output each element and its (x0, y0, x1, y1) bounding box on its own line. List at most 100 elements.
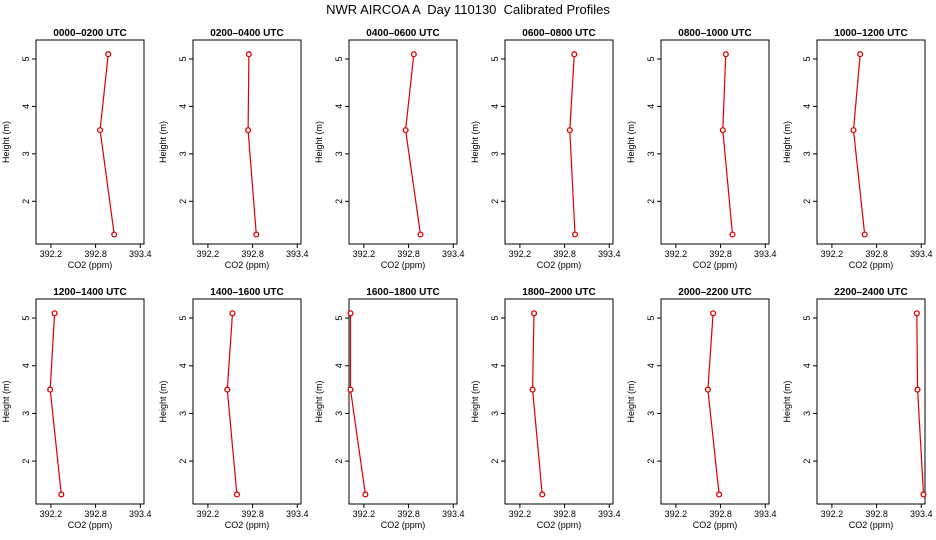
y-tick-label: 4 (178, 104, 188, 109)
data-point (530, 310, 538, 317)
x-tick-label: 392.2 (353, 249, 376, 259)
x-tick-label: 392.2 (821, 509, 844, 519)
x-axis-label: CO2 (ppm) (693, 260, 738, 270)
panel-title: 1800–2000 UTC (522, 287, 595, 298)
profile-line (569, 54, 576, 235)
x-tick-label: 392.8 (709, 509, 732, 519)
data-point (347, 310, 354, 317)
y-tick-label: 4 (802, 104, 812, 109)
profile-panel: 0600–0800 UTC 392.2 392.8 393.4 CO2 (ppm) 2 3 4… (470, 28, 621, 270)
data-point (245, 127, 252, 134)
y-tick-label: 3 (490, 411, 500, 416)
x-tick-label: 393.4 (910, 509, 933, 519)
x-axis-label: CO2 (ppm) (849, 260, 894, 270)
data-point (47, 386, 54, 393)
y-tick-label: 3 (802, 411, 812, 416)
x-tick-label: 392.2 (509, 249, 532, 259)
data-point (704, 386, 711, 393)
y-tick-label: 3 (21, 151, 31, 156)
x-tick-label: 392.8 (709, 249, 732, 259)
profile-panel: 2200–2400 UTC 392.2 392.8 393.4 CO2 (ppm) 2 3 4… (782, 287, 933, 530)
data-point (914, 386, 921, 393)
plot-frame (816, 298, 926, 505)
data-point (97, 127, 104, 134)
y-tick-label: 2 (178, 199, 188, 204)
data-point (51, 310, 58, 317)
panel-title: 1400–1600 UTC (210, 287, 283, 298)
data-point (722, 51, 729, 58)
y-tick-label: 4 (646, 104, 656, 109)
panel-title: 0800–1000 UTC (678, 28, 751, 39)
plot-frame (348, 39, 458, 245)
data-point (539, 491, 546, 498)
data-point (571, 51, 578, 58)
plot-frame (348, 298, 458, 505)
data-point (571, 231, 579, 238)
data-point (857, 51, 864, 58)
data-point (417, 231, 424, 238)
panel-title: 0600–0800 UTC (522, 28, 595, 39)
data-point (729, 231, 736, 238)
data-point (529, 386, 536, 393)
x-tick-label: 392.2 (353, 509, 376, 519)
x-tick-label: 392.2 (197, 249, 220, 259)
profile-line (226, 313, 238, 495)
x-tick-label: 393.4 (598, 509, 621, 519)
y-tick-label: 3 (646, 411, 656, 416)
data-point (719, 127, 726, 134)
y-tick-label: 2 (646, 199, 656, 204)
panel-title: 0400–0600 UTC (366, 28, 439, 39)
panel-title: 1000–1200 UTC (834, 28, 907, 39)
profile-panel: 0400–0600 UTC 392.2 392.8 393.4 CO2 (ppm) 2 3 4… (314, 28, 465, 270)
panel-title: 2200–2400 UTC (834, 287, 907, 298)
profile-line (852, 54, 866, 235)
y-tick-label: 2 (802, 459, 812, 464)
y-axis-label: Height (m) (626, 121, 636, 163)
y-tick-label: 5 (334, 316, 344, 321)
y-tick-label: 5 (802, 56, 812, 61)
x-tick-label: 393.4 (129, 249, 152, 259)
data-point (58, 491, 65, 498)
y-tick-label: 2 (802, 199, 812, 204)
profile-line (349, 313, 366, 495)
data-point (410, 51, 417, 58)
y-tick-label: 5 (646, 56, 656, 61)
x-tick-label: 392.8 (241, 509, 264, 519)
x-tick-label: 392.8 (397, 509, 420, 519)
y-tick-label: 3 (178, 411, 188, 416)
x-tick-label: 393.4 (598, 249, 621, 259)
data-point (233, 491, 240, 498)
y-tick-label: 4 (21, 363, 31, 368)
y-axis-label: Height (m) (782, 121, 792, 163)
y-tick-label: 2 (178, 459, 188, 464)
x-tick-label: 392.2 (821, 249, 844, 259)
profile-panel: 2000–2200 UTC 392.2 392.8 393.4 CO2 (ppm) 2 3 4… (626, 287, 777, 530)
profile-panel: 1400–1600 UTC 392.2 392.8 393.4 CO2 (ppm) 2 3 4… (158, 287, 309, 530)
y-tick-label: 5 (490, 316, 500, 321)
y-tick-label: 5 (490, 56, 500, 61)
profile-panel: 0000–0200 UTC 392.2 392.8 393.4 CO2 (ppm) 2 3 4… (1, 28, 152, 270)
y-axis-label: Height (m) (314, 121, 324, 163)
x-axis-label: CO2 (ppm) (225, 260, 270, 270)
panel-title: 1200–1400 UTC (53, 287, 126, 298)
data-point (861, 231, 868, 238)
y-tick-label: 4 (334, 363, 344, 368)
x-tick-label: 392.2 (665, 509, 688, 519)
data-point (716, 491, 723, 498)
y-tick-label: 2 (490, 459, 500, 464)
y-tick-label: 3 (490, 151, 500, 156)
x-tick-label: 393.4 (129, 509, 152, 519)
x-tick-label: 392.8 (84, 249, 107, 259)
x-axis-label: CO2 (ppm) (693, 520, 738, 530)
plot-frame (816, 39, 926, 245)
x-axis-label: CO2 (ppm) (537, 520, 582, 530)
profile-line (49, 313, 62, 495)
x-tick-label: 392.8 (865, 509, 888, 519)
y-axis-label: Height (m) (470, 380, 480, 422)
profile-line (722, 54, 734, 235)
y-tick-label: 4 (21, 104, 31, 109)
data-point (347, 386, 354, 393)
x-tick-label: 392.8 (553, 249, 576, 259)
y-tick-label: 5 (646, 316, 656, 321)
y-tick-label: 2 (646, 459, 656, 464)
